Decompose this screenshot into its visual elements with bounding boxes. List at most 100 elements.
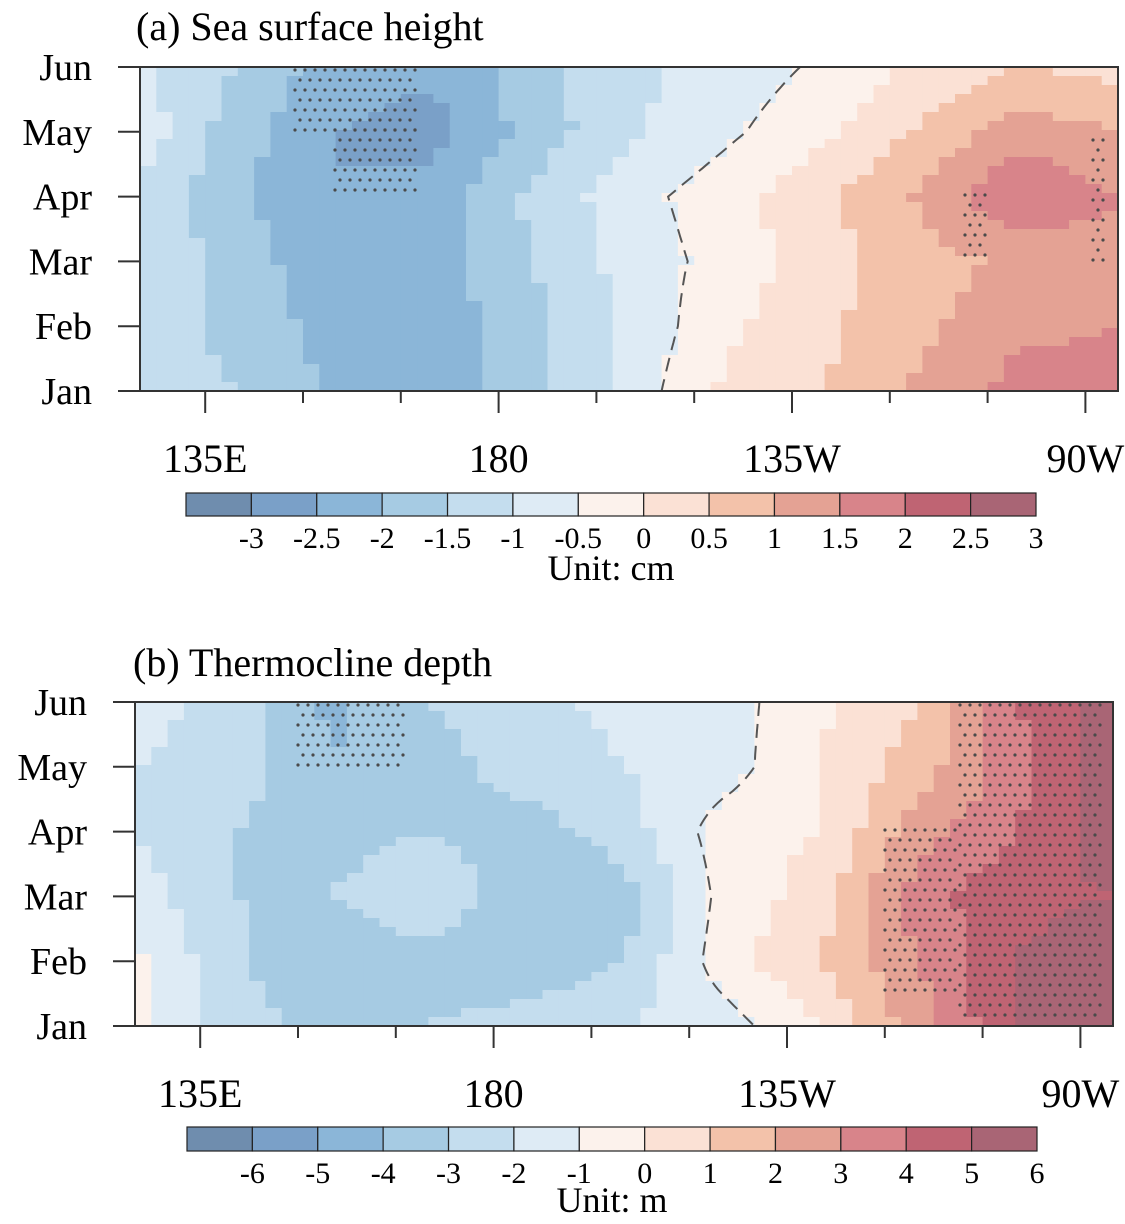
heatmap-cell: [542, 819, 560, 829]
stipple-dot: [933, 868, 937, 872]
heatmap-cell: [1047, 1008, 1065, 1018]
heatmap-cell: [156, 67, 174, 77]
heatmap-cell: [363, 801, 381, 811]
heatmap-cell: [770, 954, 788, 964]
heatmap-cell: [840, 328, 858, 338]
heatmap-cell: [1031, 738, 1049, 748]
heatmap-cell: [933, 909, 951, 919]
heatmap-cell: [596, 175, 614, 185]
heatmap-cell: [596, 265, 614, 275]
heatmap-cell: [721, 954, 739, 964]
heatmap-cell: [449, 139, 467, 149]
heatmap-cell: [412, 972, 429, 982]
heatmap-cell: [1031, 729, 1049, 739]
heatmap-cell: [449, 103, 467, 113]
heatmap-cell: [286, 202, 304, 212]
heatmap-cell: [770, 792, 788, 802]
heatmap-cell: [346, 765, 364, 775]
heatmap-cell: [379, 945, 397, 955]
heatmap-cell: [1080, 765, 1098, 775]
heatmap-cell: [1031, 1008, 1049, 1018]
heatmap-cell: [689, 909, 707, 919]
heatmap-cell: [221, 265, 239, 275]
heatmap-cell: [1096, 729, 1114, 739]
heatmap-cell: [428, 1008, 446, 1018]
heatmap-cell: [917, 774, 935, 784]
stipple-dot: [403, 128, 407, 132]
heatmap-cell: [689, 828, 707, 838]
heatmap-cell: [482, 175, 500, 185]
heatmap-cell: [379, 954, 397, 964]
heatmap-cell: [232, 774, 250, 784]
heatmap-cell: [330, 900, 348, 910]
heatmap-cell: [417, 94, 434, 104]
heatmap-cell: [183, 981, 201, 991]
stipple-dot: [918, 878, 922, 882]
heatmap-cell: [281, 981, 299, 991]
heatmap-cell: [461, 963, 478, 973]
heatmap-cell: [1064, 945, 1081, 955]
heatmap-cell: [656, 927, 674, 937]
heatmap-cell: [759, 265, 777, 275]
heatmap-cell: [1020, 112, 1038, 122]
heatmap-cell: [889, 310, 907, 320]
heatmap-cell: [852, 963, 870, 973]
heatmap-cell: [265, 864, 283, 874]
heatmap-cell: [645, 157, 663, 167]
heatmap-cell: [966, 765, 984, 775]
heatmap-cell: [792, 364, 809, 374]
heatmap-cell: [840, 76, 858, 86]
heatmap-cell: [172, 220, 190, 230]
heatmap-cell: [889, 103, 907, 113]
heatmap-cell: [346, 909, 364, 919]
heatmap-cell: [151, 927, 169, 937]
stipple-dot: [301, 753, 305, 757]
heatmap-cell: [629, 346, 646, 356]
heatmap-cell: [498, 148, 516, 158]
heatmap-cell: [335, 373, 353, 383]
heatmap-cell: [270, 355, 288, 365]
heatmap-cell: [384, 292, 402, 302]
heatmap-cell: [1052, 130, 1070, 140]
heatmap-cell: [710, 94, 728, 104]
heatmap-cell: [743, 265, 760, 275]
stipple-dot: [953, 828, 957, 832]
heatmap-cell: [335, 139, 353, 149]
heatmap-cell: [314, 891, 332, 901]
heatmap-cell: [395, 765, 413, 775]
heatmap-cell: [1080, 954, 1098, 964]
heatmap-cell: [140, 166, 157, 176]
heatmap-cell: [183, 855, 201, 865]
heatmap-cell: [808, 247, 826, 257]
stipple-dot: [998, 783, 1002, 787]
heatmap-cell: [901, 927, 918, 937]
heatmap-cell: [672, 828, 690, 838]
heatmap-cell: [281, 891, 299, 901]
heatmap-cell: [971, 76, 989, 86]
stipple-dot: [386, 723, 390, 727]
heatmap-cell: [542, 837, 560, 847]
heatmap-cell: [672, 720, 690, 730]
stipple-dot: [958, 743, 962, 747]
stipple-dot: [331, 753, 335, 757]
stipple-dot: [968, 763, 972, 767]
heatmap-cell: [889, 238, 907, 248]
stipple-dot: [923, 928, 927, 932]
heatmap-cell: [314, 981, 332, 991]
heatmap-cell: [803, 918, 821, 928]
stipple-dot: [358, 178, 362, 182]
stipple-dot: [963, 213, 967, 217]
heatmap-cell: [482, 373, 500, 383]
heatmap-cell: [596, 103, 614, 113]
heatmap-cell: [167, 801, 185, 811]
heatmap-cell: [1064, 963, 1081, 973]
stipple-dot: [1053, 713, 1057, 717]
heatmap-cell: [950, 810, 967, 820]
heatmap-cell: [1036, 238, 1054, 248]
heatmap-cell: [982, 891, 1000, 901]
heatmap-cell: [607, 873, 625, 883]
heatmap-cell: [575, 837, 592, 847]
heatmap-cell: [265, 765, 283, 775]
heatmap-cell: [400, 292, 418, 302]
heatmap-cell: [770, 738, 788, 748]
